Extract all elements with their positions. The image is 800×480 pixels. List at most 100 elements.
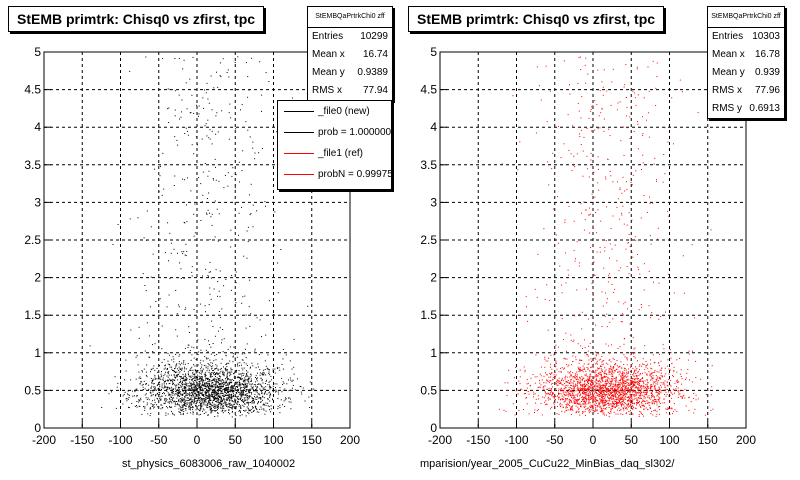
data-point [629,352,631,354]
data-point [146,404,148,406]
data-point [253,389,254,391]
data-point [619,187,621,189]
data-point [202,388,204,390]
data-point [198,402,200,404]
data-point [234,401,236,403]
data-point [150,226,152,228]
data-point [246,386,248,388]
data-point [672,393,674,395]
data-point [658,362,659,364]
data-point [651,372,652,374]
data-point [579,359,581,361]
data-point [262,399,263,401]
data-point [167,368,168,369]
data-point [571,392,573,394]
data-point [628,406,629,408]
data-point [185,405,187,407]
data-point [573,395,575,397]
data-point [244,410,246,412]
data-point [214,335,216,337]
data-point [619,379,621,381]
data-point [658,390,660,392]
data-point [164,252,166,254]
data-point [610,369,612,371]
data-point [217,281,219,283]
data-point [243,384,245,386]
data-point [226,370,228,372]
data-point [229,371,231,373]
data-point [682,390,684,392]
data-point [216,71,217,73]
data-point [176,335,178,337]
data-point [208,401,210,403]
data-point [589,377,591,379]
data-point [566,390,568,392]
data-point [673,388,675,390]
data-point [544,356,546,358]
data-point [571,401,573,403]
y-tick-label: 1 [34,346,41,360]
data-point [602,387,604,389]
data-point [606,389,608,391]
data-point [229,382,231,384]
data-point [567,365,569,367]
data-point [171,380,173,382]
data-point [202,385,204,387]
data-point [610,407,612,409]
data-point [258,401,259,402]
data-point [240,405,242,407]
data-point [225,384,227,386]
data-point [136,388,138,390]
data-point [189,392,191,394]
data-point [547,161,549,163]
data-point [173,397,175,399]
data-point [579,414,581,416]
data-point [222,383,224,385]
data-point [189,376,191,378]
data-point [145,374,147,376]
data-point [214,392,216,394]
data-point [179,381,181,382]
data-point [245,327,247,329]
data-point [185,127,187,129]
data-point [617,384,619,386]
data-point [168,380,170,382]
data-point [568,205,570,207]
data-point [596,104,598,106]
data-point [636,394,637,396]
data-point [278,367,280,369]
data-point [537,387,539,389]
data-point [191,275,193,277]
data-point [582,393,584,395]
data-point [635,387,637,389]
data-point [192,413,194,415]
data-point [227,382,229,384]
data-point [597,412,599,414]
data-point [201,366,202,368]
data-point [561,398,563,400]
data-point [223,402,225,404]
data-point [518,380,520,382]
data-point [210,404,212,405]
data-point [192,381,194,383]
data-point [191,399,193,401]
data-point [614,394,616,396]
data-point [247,395,249,396]
data-point [596,391,597,393]
data-point [594,376,596,378]
data-point [219,377,221,379]
data-point [270,411,271,413]
data-point [622,399,624,401]
data-point [641,414,643,415]
data-point [569,84,570,86]
data-point [193,112,195,114]
data-point [200,359,202,361]
data-point [216,404,218,406]
data-point [190,407,192,408]
data-point [601,379,603,381]
data-point [192,411,194,413]
data-point [181,111,182,113]
data-point [244,379,246,381]
data-point [578,262,580,264]
data-point [626,397,628,399]
